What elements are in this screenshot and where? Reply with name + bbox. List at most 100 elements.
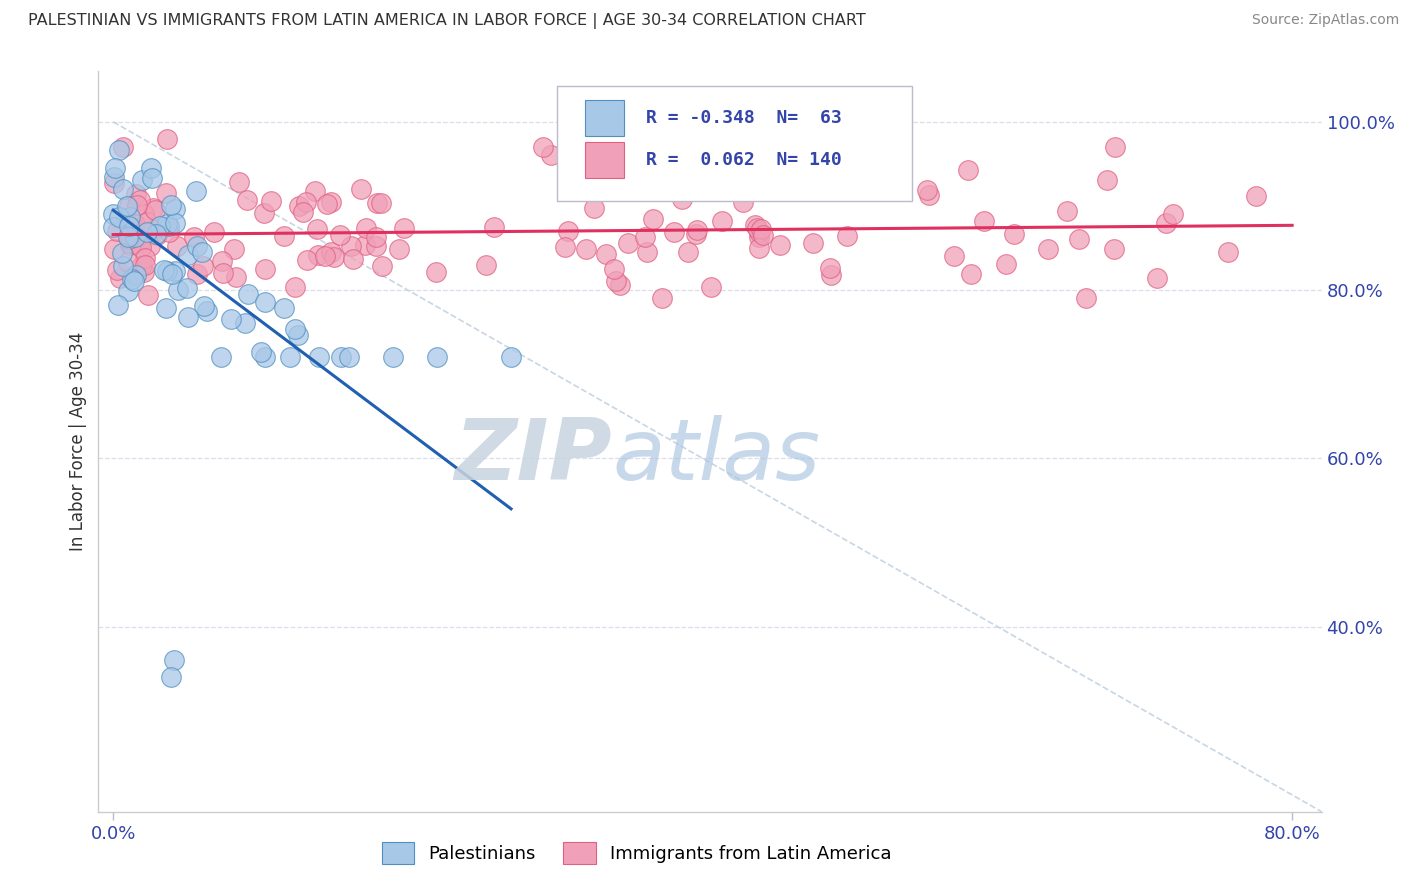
Point (131, 258, 153, 272)
Point (710, 157, 733, 171)
Point (145, 202, 167, 217)
Point (634, 230, 657, 244)
Point (685, 227, 707, 241)
Point (129, 240, 152, 254)
Point (176, 281, 198, 295)
Point (370, 196, 392, 211)
Point (122, 274, 145, 288)
FancyBboxPatch shape (557, 87, 912, 201)
Point (118, 199, 141, 213)
Point (125, 268, 148, 282)
Point (671, 192, 693, 206)
Text: R =  0.062  N= 140: R = 0.062 N= 140 (647, 152, 842, 169)
Point (273, 301, 295, 315)
Point (184, 184, 207, 198)
Point (337, 351, 360, 365)
Point (142, 223, 165, 237)
Point (426, 351, 449, 365)
Point (157, 225, 180, 239)
Point (366, 195, 388, 210)
Point (1104, 140, 1126, 154)
Point (354, 221, 377, 235)
Point (651, 291, 673, 305)
Point (139, 161, 162, 175)
Text: PALESTINIAN VS IMMIGRANTS FROM LATIN AMERICA IN LABOR FORCE | AGE 30-34 CORRELAT: PALESTINIAN VS IMMIGRANTS FROM LATIN AME… (28, 13, 866, 29)
Point (1102, 242, 1125, 256)
Point (585, 182, 607, 196)
Point (820, 268, 842, 282)
Point (186, 239, 208, 253)
Point (191, 245, 214, 260)
Point (235, 316, 257, 330)
Point (314, 249, 336, 263)
Point (617, 235, 640, 250)
Legend: Palestinians, Immigrants from Latin America: Palestinians, Immigrants from Latin Amer… (373, 833, 901, 873)
Point (319, 245, 342, 260)
Point (252, 206, 274, 220)
Point (915, 183, 938, 197)
Point (1095, 173, 1118, 187)
Point (662, 226, 685, 240)
Point (484, 220, 506, 235)
Point (212, 266, 235, 280)
Point (136, 288, 159, 302)
Point (177, 248, 200, 262)
Point (107, 298, 129, 312)
Point (155, 301, 177, 315)
Point (747, 220, 769, 235)
Point (142, 201, 165, 215)
Point (308, 351, 330, 365)
Text: atlas: atlas (612, 415, 820, 498)
Point (957, 162, 980, 177)
Point (960, 267, 983, 281)
Point (259, 194, 281, 208)
Point (917, 188, 939, 202)
Point (596, 169, 619, 183)
Point (159, 670, 181, 684)
Point (129, 194, 152, 208)
Point (305, 221, 328, 235)
Point (731, 195, 754, 210)
Point (295, 194, 318, 209)
Point (603, 262, 626, 277)
Point (111, 246, 134, 260)
Point (149, 219, 172, 233)
Point (1002, 227, 1025, 242)
Point (120, 236, 142, 251)
Point (166, 283, 188, 297)
Point (330, 351, 353, 365)
Point (1161, 207, 1184, 221)
Point (204, 225, 226, 239)
Point (112, 182, 135, 196)
Point (307, 248, 329, 262)
Point (744, 218, 766, 232)
Point (160, 198, 183, 212)
Point (748, 230, 770, 244)
Point (177, 310, 200, 325)
Point (748, 241, 770, 255)
Point (278, 351, 301, 365)
Point (156, 264, 179, 278)
Point (166, 238, 188, 252)
Y-axis label: In Labor Force | Age 30-34: In Labor Force | Age 30-34 (69, 332, 87, 551)
Point (195, 304, 218, 318)
Point (117, 219, 139, 234)
Point (193, 299, 215, 313)
Point (350, 182, 373, 196)
Point (636, 244, 658, 259)
Point (124, 268, 146, 282)
Point (769, 238, 792, 252)
Point (253, 262, 276, 277)
Point (342, 252, 364, 266)
Point (699, 279, 721, 293)
Point (105, 224, 128, 238)
Point (605, 274, 627, 288)
Point (284, 322, 307, 336)
Point (253, 351, 276, 365)
Point (973, 214, 995, 228)
Point (111, 140, 134, 154)
Point (749, 222, 772, 236)
Point (371, 260, 394, 274)
Point (319, 195, 342, 210)
Point (224, 242, 246, 256)
